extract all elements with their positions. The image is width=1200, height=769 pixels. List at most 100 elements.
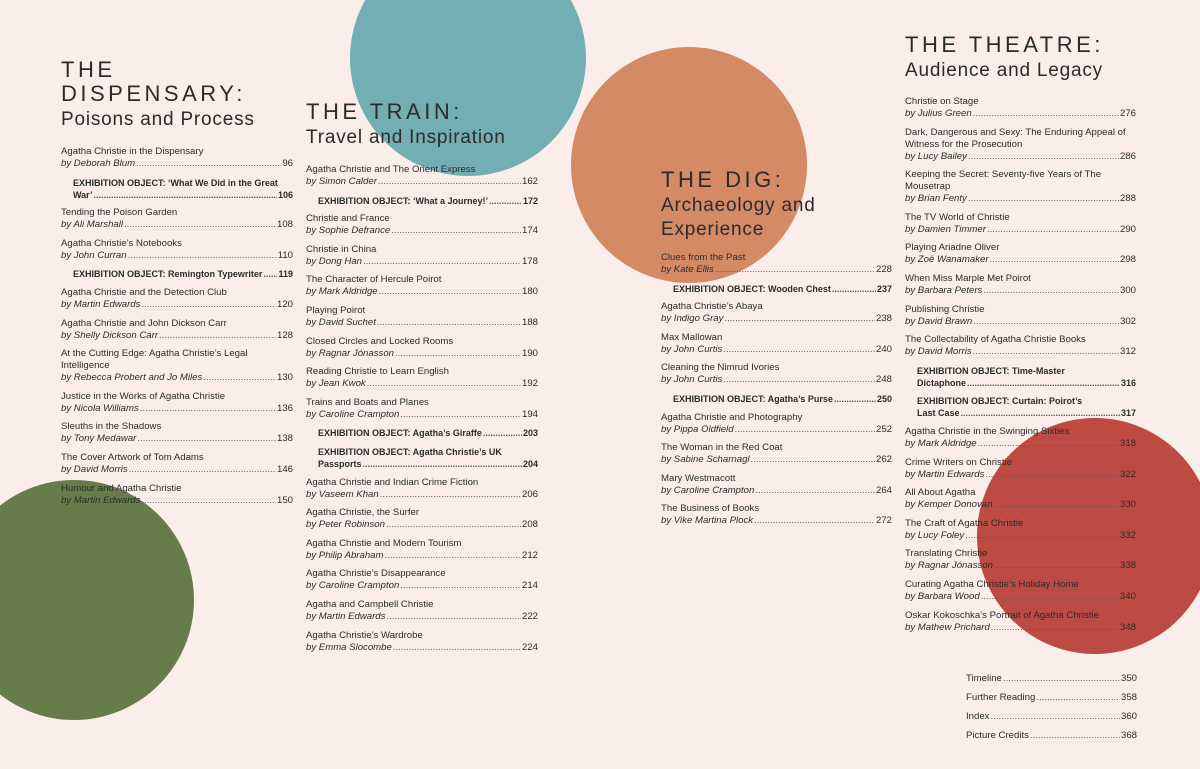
toc-entry[interactable]: Agatha Christie and The Orient Express by… [306, 164, 538, 188]
toc-entry[interactable]: Agatha Christie in the Swinging Sixties b… [905, 426, 1136, 450]
toc-entry[interactable]: Crime Writers on Christie by Martin Edwar… [905, 457, 1136, 481]
entry-author: by Simon Calder [306, 176, 377, 187]
back-matter-entry[interactable]: Further Reading 358 [966, 692, 1137, 704]
toc-entry[interactable]: The Woman in the Red Coat by Sabine Schar… [661, 442, 892, 466]
section-title: THE DISPENSARY: [61, 58, 293, 106]
dot-leader [715, 264, 875, 276]
exhibition-object-entry[interactable]: EXHIBITION OBJECT: Agatha’s Purse 250 [661, 393, 892, 405]
entry-author: by John Curtis [661, 343, 723, 355]
exhibition-object-entry[interactable]: EXHIBITION OBJECT: Agatha Christie’s UK P… [306, 446, 538, 470]
entry-byline: by Emma Slocombe 224 [306, 642, 538, 654]
dot-leader [393, 642, 521, 654]
exhibition-object-entry[interactable]: EXHIBITION OBJECT: ‘What We Did in the G… [61, 177, 293, 201]
entry-byline: by Brian Fenty 288 [905, 193, 1136, 205]
back-matter-entry[interactable]: Timeline 350 [966, 673, 1137, 685]
toc-entry[interactable]: Agatha Christie’s Disappearance by Caroli… [306, 568, 538, 592]
toc-entry[interactable]: Agatha and Campbell Christie by Martin Ed… [306, 599, 538, 623]
toc-entry[interactable]: Agatha Christie, the Surfer by Peter Robi… [306, 507, 538, 531]
toc-entry[interactable]: Tending the Poison Garden by Ali Marshall… [61, 207, 293, 231]
toc-entry[interactable]: Keeping the Secret: Seventy-five Years o… [905, 169, 1136, 205]
page-number: 108 [276, 219, 293, 231]
toc-entry[interactable]: Reading Christie to Learn English by Jean… [306, 366, 538, 390]
toc-entry[interactable]: Dark, Dangerous and Sexy: The Enduring A… [905, 127, 1136, 163]
toc-entry[interactable]: Agatha Christie and Photography by Pippa … [661, 412, 892, 436]
toc-entry[interactable]: The Craft of Agatha Christie by Lucy Fole… [905, 518, 1136, 542]
entry-author: by Nicola Williams [61, 402, 139, 414]
entry-title: EXHIBITION OBJECT: Agatha Christie’s UK [318, 446, 502, 457]
toc-entry[interactable]: Humour and Agatha Christie by Martin Edwa… [61, 483, 293, 507]
exhibition-object-entry[interactable]: EXHIBITION OBJECT: Wooden Chest 237 [661, 283, 892, 295]
page-number: 358 [1120, 692, 1137, 703]
toc-entry[interactable]: Agatha Christie’s Notebooks by John Curra… [61, 238, 293, 262]
entry-title: Agatha Christie and Photography [661, 411, 803, 423]
entry-title: Playing Poirot [306, 304, 366, 316]
dot-leader [973, 108, 1119, 120]
entry-title: Agatha Christie in the Dispensary [61, 146, 204, 157]
toc-entry[interactable]: Agatha Christie’s Wardrobe by Emma Slocom… [306, 630, 538, 654]
entry-title: Agatha Christie in the Swinging Sixties [905, 425, 1070, 437]
toc-entry[interactable]: The Collectability of Agatha Christie Bo… [905, 334, 1136, 358]
dot-leader [985, 469, 1119, 481]
toc-entry[interactable]: Curating Agatha Christie’s Holiday Home b… [905, 579, 1136, 603]
dot-leader [159, 330, 276, 342]
toc-entry[interactable]: The Business of Books by Vike Martina Plo… [661, 503, 892, 527]
page-number: 290 [1119, 223, 1136, 235]
entry-title: Agatha Christie’s Disappearance [306, 568, 446, 580]
entry-title: EXHIBITION OBJECT: ‘What a Journey!’ [318, 195, 489, 206]
toc-entry[interactable]: Agatha Christie and Indian Crime Fiction… [306, 477, 538, 501]
section-title-line: THE DIG: [661, 167, 785, 192]
toc-entry[interactable]: Closed Circles and Locked Rooms by Ragnar… [306, 336, 538, 360]
exhibition-object-entry[interactable]: EXHIBITION OBJECT: ‘What a Journey!’ 172 [306, 195, 538, 207]
back-matter-entry[interactable]: Picture Credits 368 [966, 730, 1137, 742]
entry-title: Agatha Christie’s Notebooks [61, 237, 182, 249]
entry-title: EXHIBITION OBJECT: Agatha’s Giraffe [318, 428, 482, 439]
dot-leader [965, 530, 1119, 542]
page-number: 119 [278, 269, 293, 280]
toc-entry[interactable]: Agatha Christie in the Dispensary by Debo… [61, 146, 293, 170]
dot-leader [723, 344, 875, 356]
toc-entry[interactable]: When Miss Marple Met Poirot by Barbara Pe… [905, 273, 1136, 297]
toc-entry[interactable]: The TV World of Christie by Damien Timmer… [905, 212, 1136, 236]
toc-entry[interactable]: Agatha Christie and Modern Tourism by Phi… [306, 538, 538, 562]
exhibition-object-entry[interactable]: EXHIBITION OBJECT: Agatha’s Giraffe 203 [306, 427, 538, 439]
section-dispensary: THE DISPENSARY: Poisons and Process Agatha … [61, 58, 293, 513]
entry-byline: by Lucy Foley 332 [905, 530, 1136, 542]
section-heading: THE DISPENSARY: Poisons and Process [61, 58, 293, 132]
toc-entry[interactable]: At the Cutting Edge: Agatha Christie’s L… [61, 348, 293, 384]
back-matter-entry[interactable]: Index 360 [966, 711, 1137, 723]
entry-author: by Martin Edwards [905, 468, 985, 480]
entry-title: Cleaning the Nimrud Ivories [661, 362, 780, 374]
toc-entry[interactable]: Agatha Christie and the Detection Club by… [61, 287, 293, 311]
toc-entry[interactable]: Justice in the Works of Agatha Christie b… [61, 391, 293, 415]
toc-entry[interactable]: The Cover Artwork of Tom Adams by David M… [61, 452, 293, 476]
toc-entry[interactable]: Oskar Kokoschka’s Portrait of Agatha Chr… [905, 610, 1136, 634]
toc-entry[interactable]: Cleaning the Nimrud Ivories by John Curti… [661, 362, 892, 386]
entry-author: by Dong Han [306, 255, 362, 267]
dot-leader [141, 299, 276, 311]
exhibition-object-entry[interactable]: EXHIBITION OBJECT: Curtain: Poirot’s Last… [905, 395, 1136, 419]
dot-leader [961, 407, 1120, 419]
entry-byline: by Kemper Donovan 330 [905, 499, 1136, 511]
exhibition-object-entry[interactable]: EXHIBITION OBJECT: Time-Master Dictaphone… [905, 365, 1136, 389]
toc-entry[interactable]: Trains and Boats and Planes by Caroline C… [306, 397, 538, 421]
dot-leader [981, 591, 1119, 603]
entry-author: by Tony Medawar [61, 433, 137, 445]
page-number: 138 [276, 433, 293, 445]
toc-entry[interactable]: The Character of Hercule Poirot by Mark A… [306, 274, 538, 298]
toc-entry[interactable]: Agatha Christie and John Dickson Carr by … [61, 318, 293, 342]
entry-author: by Deborah Blum [61, 158, 136, 169]
exhibition-object-entry[interactable]: EXHIBITION OBJECT: Remington Typewriter 1… [61, 268, 293, 280]
